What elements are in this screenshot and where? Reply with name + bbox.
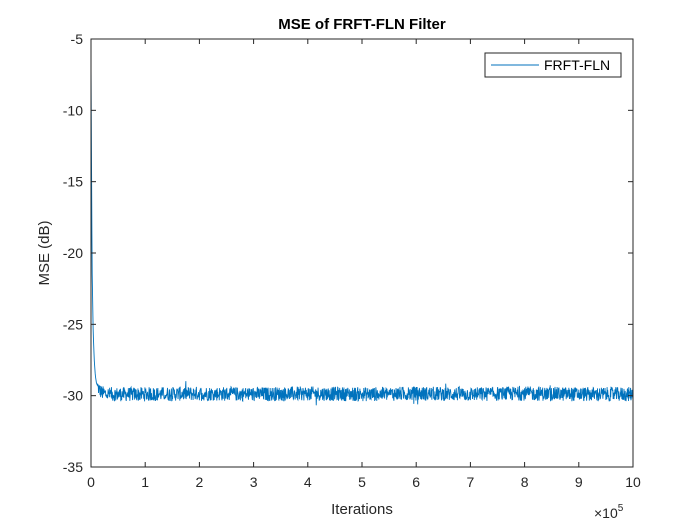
- series-layer: [90, 60, 634, 460]
- x-axis-label: Iterations: [331, 501, 393, 518]
- x-tick-label: 4: [304, 474, 312, 490]
- y-tick-label: -15: [63, 174, 83, 190]
- series-line-frft-fln: [90, 60, 634, 460]
- x-tick-label: 3: [250, 474, 258, 490]
- legend: FRFT-FLN: [484, 52, 622, 78]
- x-tick-label: 2: [196, 474, 204, 490]
- y-axis-label: MSE (dB): [36, 220, 53, 285]
- y-tick-label: -35: [63, 459, 83, 475]
- plot-area: [91, 39, 633, 467]
- x-tick-label: 1: [141, 474, 149, 490]
- y-tick-label: -20: [63, 245, 83, 261]
- legend-label: FRFT-FLN: [544, 57, 610, 73]
- chart-title: MSE of FRFT-FLN Filter: [278, 16, 446, 33]
- x-tick-label: 0: [87, 474, 95, 490]
- x-tick-label: 10: [625, 474, 641, 490]
- y-axis-ticks: -5 -10 -15 -20 -25 -30 -35: [63, 31, 633, 475]
- x-tick-label: 5: [358, 474, 366, 490]
- y-tick-label: -10: [63, 102, 83, 118]
- x-tick-label: 8: [521, 474, 529, 490]
- y-tick-label: -30: [63, 388, 83, 404]
- x-axis-ticks: 0 1 2 3 4 5 6 7 8 9 10: [87, 39, 641, 490]
- x-axis-exponent-power: 5: [618, 503, 624, 514]
- x-axis-exponent: ×105: [594, 503, 624, 521]
- y-tick-label: -5: [71, 31, 84, 47]
- x-tick-label: 6: [412, 474, 420, 490]
- x-tick-label: 7: [467, 474, 475, 490]
- x-tick-label: 9: [575, 474, 583, 490]
- x-axis-exponent-base: ×10: [594, 505, 618, 521]
- y-tick-label: -25: [63, 316, 83, 332]
